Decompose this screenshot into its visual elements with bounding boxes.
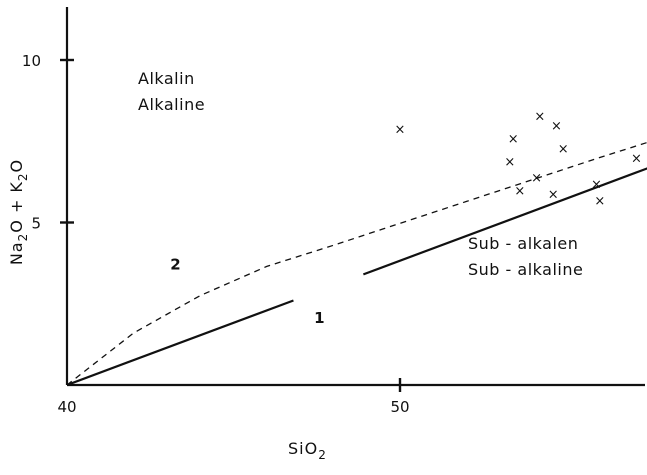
data-point-2: ×: [508, 132, 519, 147]
annotation-sub-alkaline: Sub - alkaline: [468, 260, 583, 279]
x-axis-title-main: SiO: [288, 439, 318, 458]
data-points: ××××××××××××××: [395, 109, 642, 209]
data-point-12: ×: [631, 152, 642, 167]
data-point-6: ×: [534, 109, 545, 124]
axes: [65, 7, 645, 387]
y-axis-title-part-2: 2: [16, 233, 30, 242]
data-point-10: ×: [591, 178, 602, 193]
data-point-1: ×: [395, 122, 406, 137]
y-tick-label-10: 10: [22, 52, 41, 70]
y-axis-title: Na2O + K2O: [7, 159, 30, 265]
boundary-lines: 12: [66, 141, 647, 387]
boundary-line-1-segment-1: [66, 299, 294, 387]
axis-ticks: 40506070510: [22, 52, 410, 416]
annotation-sub-alkalen: Sub - alkalen: [468, 234, 578, 253]
x-tick-label-50: 50: [390, 398, 409, 416]
y-axis-title-part-1: Na: [7, 241, 26, 265]
x-tick-label-40: 40: [57, 398, 76, 416]
data-point-9: ×: [558, 142, 569, 157]
data-point-4: ×: [514, 184, 525, 199]
x-axis-title: SiO2: [288, 439, 327, 462]
boundary-line-2: [66, 141, 647, 386]
annotation-alkalin: Alkalin: [138, 69, 195, 88]
data-point-7: ×: [548, 187, 559, 202]
data-point-8: ×: [551, 119, 562, 134]
y-axis-title-part-4: 2: [16, 172, 30, 181]
boundary-line-2-label: 2: [170, 256, 180, 274]
data-point-3: ×: [504, 155, 515, 170]
y-axis-title-part-5: O: [7, 159, 26, 173]
boundary-line-1-label: 1: [314, 309, 324, 327]
data-point-11: ×: [594, 194, 605, 209]
y-tick-label-5: 5: [31, 215, 41, 233]
annotation-alkaline: Alkaline: [138, 95, 205, 114]
data-point-5: ×: [531, 171, 542, 186]
y-axis-title-part-3: O + K: [7, 181, 26, 233]
boundary-line-1-segment-2: [362, 167, 647, 276]
x-axis-title-subscript: 2: [318, 448, 327, 462]
